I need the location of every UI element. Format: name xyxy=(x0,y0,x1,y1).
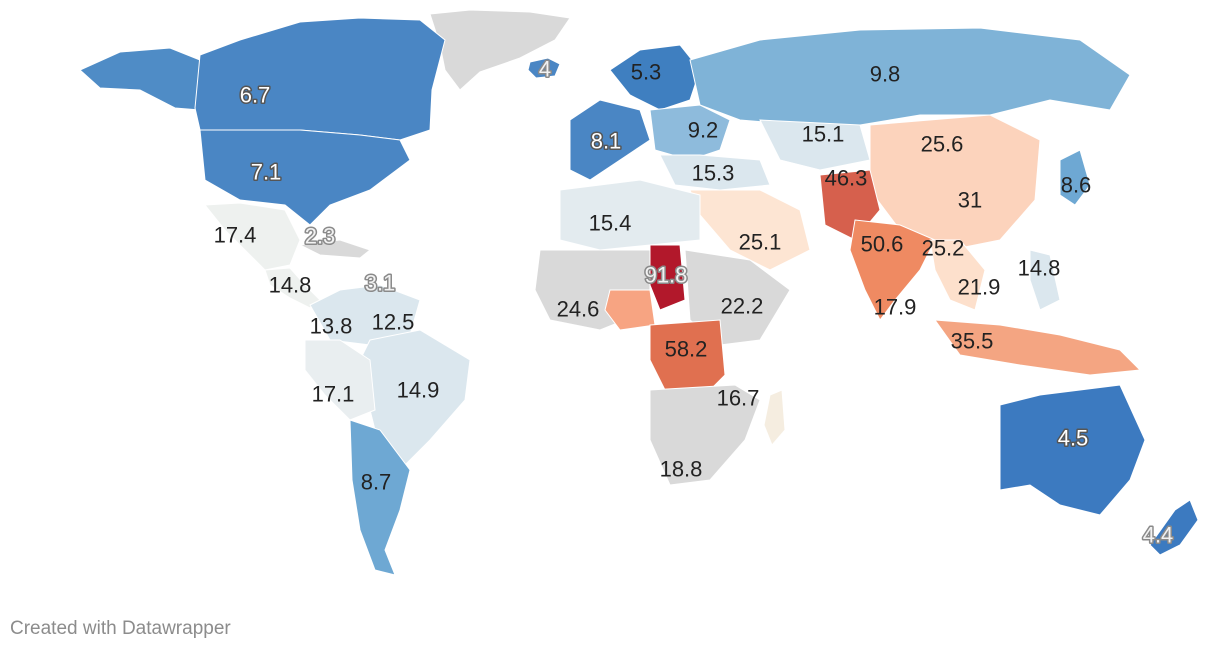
label-iceland: 4 xyxy=(539,57,551,82)
label-cuba: 2.3 xyxy=(305,224,336,249)
land-kazakhstan xyxy=(759,119,871,171)
land-nigeria xyxy=(604,289,656,331)
value-labels: 6.7 7.1 17.4 2.3 14.8 3.1 13.8 12.5 17.1… xyxy=(214,55,1175,549)
label-central-europe: 9.2 xyxy=(688,118,719,143)
land-iceland xyxy=(527,57,561,79)
land-china xyxy=(869,114,1041,251)
label-kazakhstan: 15.1 xyxy=(802,122,845,147)
land-western-europe xyxy=(569,99,651,181)
label-india: 50.6 xyxy=(861,232,904,257)
label-canada: 6.7 xyxy=(240,83,271,108)
land-masses xyxy=(79,9,1199,576)
land-southern-africa xyxy=(649,384,761,486)
land-indonesia xyxy=(933,319,1142,376)
label-central-america: 14.8 xyxy=(269,273,312,298)
land-argentina xyxy=(349,419,411,576)
land-alaska xyxy=(79,47,201,111)
label-turkey: 15.3 xyxy=(692,161,735,186)
land-greenland xyxy=(429,9,571,91)
label-argentina: 8.7 xyxy=(361,470,392,495)
land-india xyxy=(849,219,936,321)
label-nigeria: 24.6 xyxy=(557,297,600,322)
label-russia: 9.8 xyxy=(870,62,901,87)
label-western-europe: 8.1 xyxy=(591,129,622,154)
label-united-states: 7.1 xyxy=(251,160,282,185)
datawrapper-credit[interactable]: Created with Datawrapper xyxy=(10,618,231,639)
land-caribbean xyxy=(298,239,372,259)
label-mexico: 17.4 xyxy=(214,223,257,248)
label-colombia: 12.5 xyxy=(372,310,415,335)
label-myanmar: 25.2 xyxy=(922,236,965,261)
land-russia xyxy=(689,27,1131,126)
world-choropleth-map: 6.7 7.1 17.4 2.3 14.8 3.1 13.8 12.5 17.1… xyxy=(79,9,1199,576)
land-peru xyxy=(304,339,376,421)
label-tanzania: 16.7 xyxy=(717,386,760,411)
label-saudi-arabia: 25.1 xyxy=(739,230,782,255)
land-mexico xyxy=(204,202,301,271)
land-scandinavia xyxy=(609,44,701,111)
label-afghanistan: 46.3 xyxy=(825,166,868,191)
label-south-africa: 18.8 xyxy=(660,457,703,482)
label-ethiopia: 22.2 xyxy=(721,294,764,319)
land-new-zealand xyxy=(1149,499,1199,556)
label-ecuador: 13.8 xyxy=(310,314,353,339)
label-chad: 91.8 xyxy=(645,263,688,288)
label-new-zealand: 4.4 xyxy=(1143,523,1174,548)
land-southeast-asia xyxy=(929,239,986,311)
land-usa xyxy=(199,129,411,226)
land-philippines xyxy=(1029,249,1061,311)
label-thailand: 21.9 xyxy=(958,275,1001,300)
land-north-africa xyxy=(559,179,701,251)
land-japan xyxy=(1059,149,1091,206)
label-caribbean: 3.1 xyxy=(365,271,396,296)
label-brazil: 14.9 xyxy=(397,378,440,403)
label-peru: 17.1 xyxy=(312,382,355,407)
label-sri-lanka: 17.9 xyxy=(874,295,917,320)
map-svg: 6.7 7.1 17.4 2.3 14.8 3.1 13.8 12.5 17.1… xyxy=(79,9,1199,576)
land-canada xyxy=(194,17,446,141)
label-sweden: 5.3 xyxy=(631,60,662,85)
label-australia: 4.5 xyxy=(1058,426,1089,451)
land-middle-east xyxy=(689,189,811,271)
label-indonesia: 35.5 xyxy=(951,329,994,354)
land-turkey xyxy=(659,154,771,191)
label-dr-congo: 58.2 xyxy=(665,337,708,362)
label-philippines: 14.8 xyxy=(1018,256,1061,281)
land-madagascar xyxy=(763,389,786,446)
label-mongolia: 25.6 xyxy=(921,132,964,157)
label-china: 31 xyxy=(958,188,982,213)
land-australia xyxy=(999,384,1146,516)
label-algeria: 15.4 xyxy=(589,211,632,236)
label-japan: 8.6 xyxy=(1061,173,1092,198)
